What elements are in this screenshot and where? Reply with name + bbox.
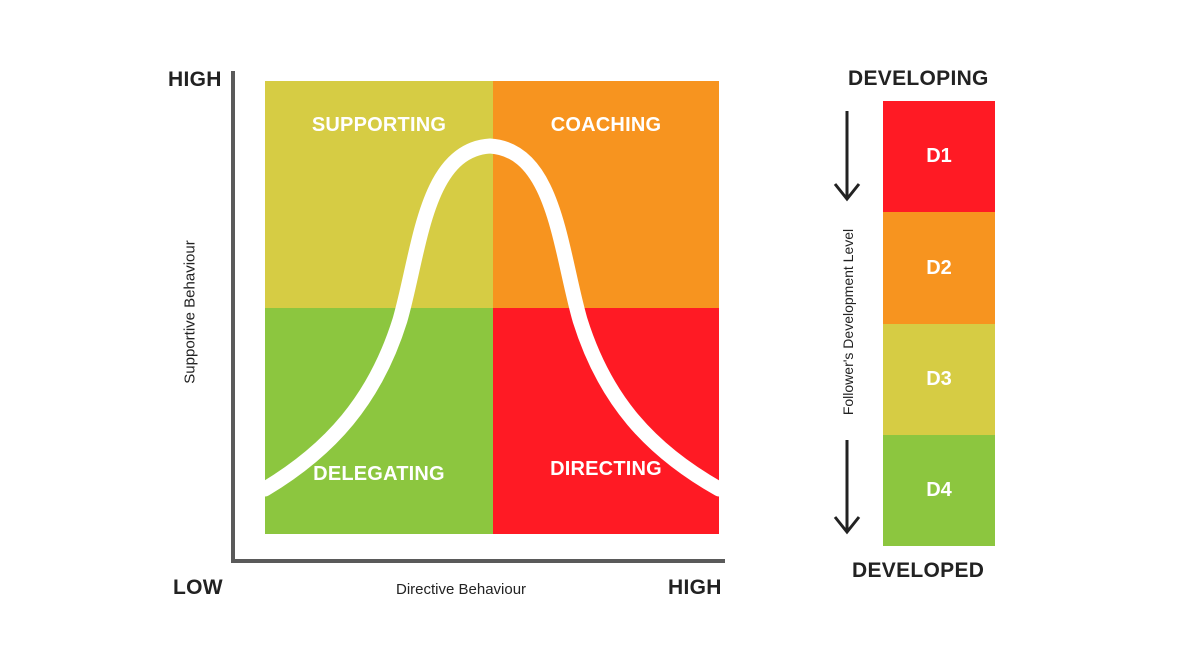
developing-label: DEVELOPING [848,67,989,90]
quadrant-supporting: SUPPORTING [265,81,493,308]
quadrant-delegating: DELEGATING [265,308,493,534]
level-d4-label: D4 [926,479,952,501]
leadership-curve [257,138,727,497]
y-axis-low-label: LOW [173,576,223,599]
level-d3: D3 [883,324,995,435]
quadrant-coaching: COACHING [493,81,719,308]
quadrant-supporting-label: SUPPORTING [311,114,447,136]
level-d1-label: D1 [926,145,952,167]
level-d3-label: D3 [926,368,952,390]
quadrant-directing: DIRECTING [493,308,719,534]
x-axis-title: Directive Behaviour [396,581,527,598]
down-arrow-icon [833,111,861,202]
level-d2-label: D2 [926,256,952,279]
level-d4: D4 [883,435,995,546]
quadrant-coaching-label: COACHING [550,114,662,136]
y-axis-high-label: HIGH [168,68,222,91]
y-axis-title: Supportive Behaviour [181,240,199,384]
x-axis-high-label: HIGH [668,576,722,599]
quadrant-directing-label: DIRECTING [550,458,662,480]
level-d1: D1 [883,101,995,212]
quadrant-delegating-label: DELEGATING [313,463,445,485]
development-axis-title: Follower's Development Level [840,228,856,416]
developed-label: DEVELOPED [852,559,985,582]
level-d2: D2 [883,212,995,324]
down-arrow-icon [833,440,861,535]
